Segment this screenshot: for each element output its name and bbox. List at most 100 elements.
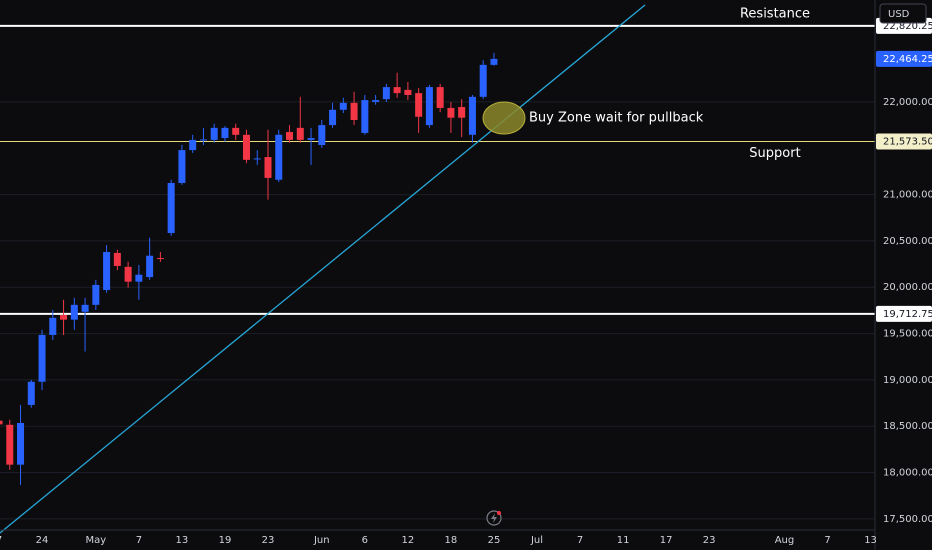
annotation: Buy Zone wait for pullback <box>529 111 704 126</box>
candle-body <box>27 381 35 405</box>
candle-body <box>447 107 455 118</box>
candle-body <box>425 87 433 126</box>
level-label: 19,712.75 <box>883 309 932 320</box>
candle-body <box>468 96 476 135</box>
candle-body <box>372 100 380 102</box>
replay-icon[interactable] <box>486 510 502 526</box>
x-tick-label: Aug <box>775 535 795 546</box>
candle-body <box>70 304 78 320</box>
candle-body <box>49 317 57 335</box>
x-tick-label: 18 <box>445 535 458 546</box>
level-name: Support <box>749 146 800 161</box>
currency: USD <box>888 9 910 20</box>
candle-body <box>242 134 250 160</box>
candle-body <box>124 266 132 282</box>
x-tick-label: 7 <box>0 535 2 546</box>
levels: Resistance Support <box>0 6 875 315</box>
candle-body <box>479 64 487 97</box>
candle-body <box>275 134 283 180</box>
candle-body <box>382 87 390 100</box>
candle-body <box>0 420 3 425</box>
level-badge <box>876 305 932 322</box>
candle-body <box>404 89 412 95</box>
x-tick-label: 12 <box>402 535 415 546</box>
y-tick-label: 22,000.00 <box>883 97 932 108</box>
x-tick-label: 11 <box>617 535 630 546</box>
candle-body <box>156 258 164 260</box>
x-tick-label: 7 <box>824 535 830 546</box>
candle-body <box>296 127 304 140</box>
y-tick-label: 20,500.00 <box>883 236 932 247</box>
x-tick-label: 7 <box>136 535 142 546</box>
candle-body <box>221 127 229 139</box>
grid <box>0 101 875 520</box>
trend-line <box>0 4 646 534</box>
price-axis <box>875 0 932 550</box>
candle-body <box>458 107 466 118</box>
candle-body <box>286 132 294 140</box>
candle-body <box>92 284 100 305</box>
x-tick-label: Jul <box>530 535 543 546</box>
x-tick-label: 24 <box>36 535 49 546</box>
candle-body <box>490 58 498 65</box>
last-price-badge <box>876 50 932 67</box>
candle-body <box>210 127 218 140</box>
candle-body <box>339 102 347 110</box>
x-tick-label: 25 <box>488 535 501 546</box>
candle-body <box>38 334 46 382</box>
icon-bolt <box>491 513 497 523</box>
buy-zone <box>482 101 526 135</box>
x-tick-label: 19 <box>219 535 232 546</box>
candle-body <box>199 139 207 141</box>
candle-body <box>135 274 143 282</box>
x-tick-label: 23 <box>703 535 716 546</box>
axes: 17,500.00 18,000.00 18,500.00 19,000.00 19,5… <box>0 17 932 546</box>
candle-body <box>361 100 369 133</box>
y-tick-label: 17,500.00 <box>883 514 932 525</box>
candle-body <box>329 109 337 126</box>
y-tick-label: 19,500.00 <box>883 329 932 340</box>
candle-body <box>264 157 272 178</box>
candle-body <box>113 252 121 266</box>
y-tick-label: 18,500.00 <box>883 421 932 432</box>
candle-body <box>146 255 154 278</box>
candle-body <box>81 304 89 312</box>
icon-ring <box>486 510 502 526</box>
candle-body <box>60 315 68 320</box>
candle-body <box>318 125 326 146</box>
level-label: 22,820.25 <box>883 21 932 32</box>
candle-body <box>167 182 175 234</box>
level-badge <box>876 133 932 150</box>
level-name: Resistance <box>740 6 810 21</box>
x-tick-label: May <box>85 535 106 546</box>
icon-dot <box>497 511 501 515</box>
candle-body <box>415 93 423 117</box>
x-tick-label: Jun <box>313 535 330 546</box>
candle-body <box>350 102 358 120</box>
candle-body <box>178 150 186 183</box>
candle-body <box>103 252 111 291</box>
last-price-label: 22,464.25 <box>883 54 932 65</box>
candle-body <box>307 138 315 140</box>
y-tick-label: 20,000.00 <box>883 282 932 293</box>
candle-body <box>6 424 14 465</box>
level-label: 21,573.50 <box>883 136 932 147</box>
x-tick-label: 13 <box>176 535 189 546</box>
y-tick-label: 18,000.00 <box>883 468 932 479</box>
candle-body <box>253 158 261 160</box>
x-tick-label: 23 <box>262 535 275 546</box>
candle-body <box>436 87 444 108</box>
currency-box[interactable] <box>879 3 927 24</box>
candle-body <box>17 422 25 465</box>
x-tick-label: 13 <box>864 535 877 546</box>
y-tick-label: 21,000.00 <box>883 190 932 201</box>
x-tick-label: 7 <box>577 535 583 546</box>
candle-body <box>393 87 401 94</box>
x-tick-label: 17 <box>660 535 673 546</box>
y-tick-label: 19,000.00 <box>883 375 932 386</box>
x-tick-label: 6 <box>362 535 368 546</box>
candles <box>0 52 498 486</box>
